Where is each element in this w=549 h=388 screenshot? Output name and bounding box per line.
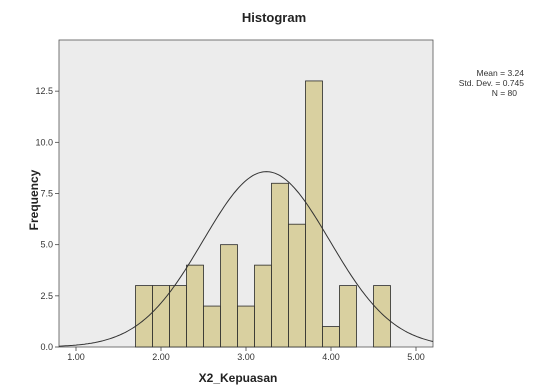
chart-title: Histogram [242,10,306,25]
y-tick-label-2: 5.0 [40,240,53,250]
plot-area [58,39,434,348]
histogram-bar-11 [322,326,340,348]
histogram-bar-13 [373,285,391,348]
stat-n: N = 80 [492,88,518,98]
y-tick-label-5: 12.5 [35,86,53,96]
histogram-bar-8 [271,182,289,348]
histogram-bar-3 [186,264,204,348]
x-tick-label-2: 3.00 [237,352,255,362]
histogram-bar-9 [288,223,306,348]
x-tick-label-4: 5.00 [407,352,425,362]
x-axis-title: X2_Kepuasan [199,371,278,385]
y-tick-label-3: 7.5 [40,189,53,199]
histogram-bar-12 [339,285,357,348]
y-axis-title: Frequency [27,169,41,230]
histogram-bar-5 [220,244,238,348]
histogram-bar-1 [152,285,170,348]
stat-mean: Mean = 3.24 [477,68,525,78]
histogram-bar-4 [203,305,221,348]
y-tick-label-0: 0.0 [40,342,53,352]
stat-std-dev: Std. Dev. = 0.745 [459,78,525,88]
y-tick-label-4: 10.0 [35,137,53,147]
x-tick-label-3: 4.00 [322,352,340,362]
histogram-bar-7 [254,264,272,348]
x-tick-label-0: 1.00 [67,352,85,362]
histogram-bar-0 [135,285,153,348]
histogram-bar-6 [237,305,255,348]
x-tick-label-1: 2.00 [152,352,170,362]
normal-curve [58,171,434,347]
histogram-bar-2 [169,285,187,348]
y-tick-label-1: 2.5 [40,291,53,301]
